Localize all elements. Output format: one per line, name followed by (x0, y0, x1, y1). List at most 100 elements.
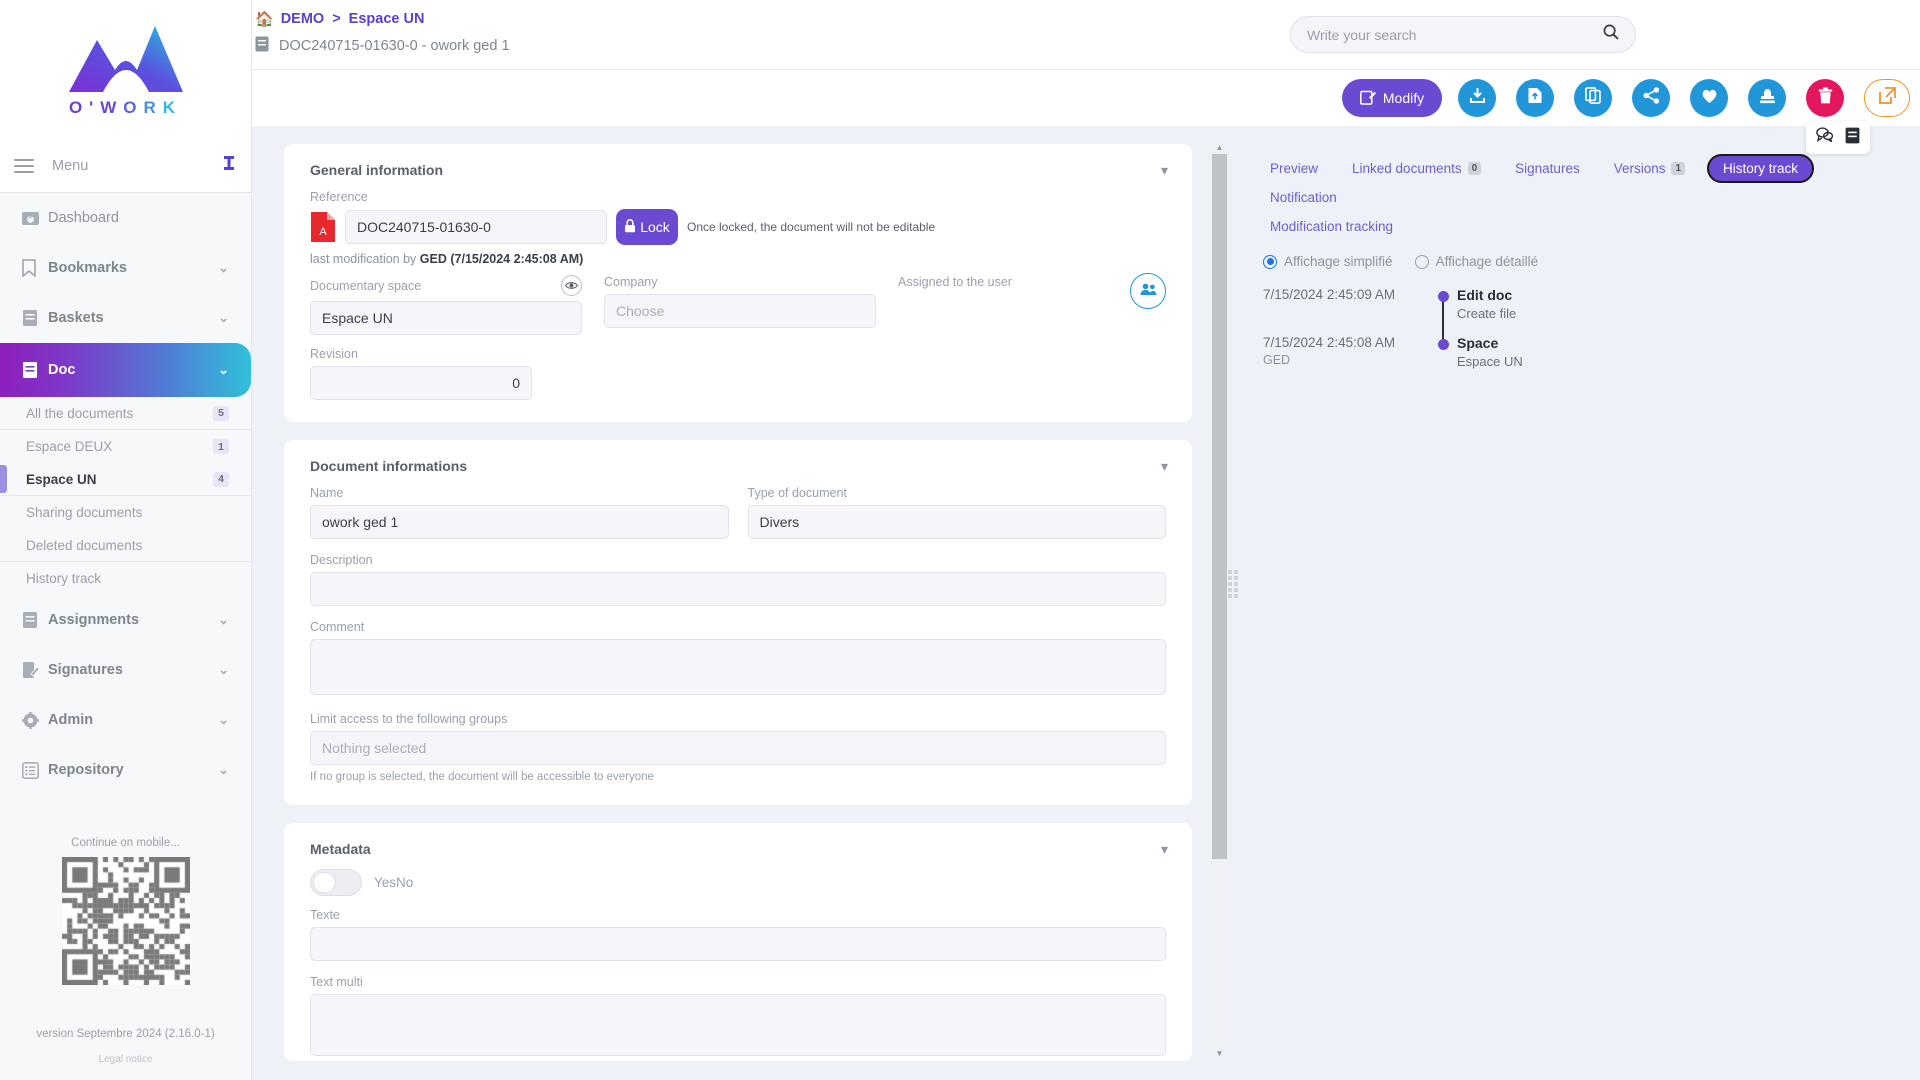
sidebar-item-admin[interactable]: Admin ⌄ (0, 695, 251, 745)
sidebar-item-baskets[interactable]: Baskets ⌄ (0, 293, 251, 343)
scrollbar-track[interactable] (1212, 154, 1227, 1046)
timeline-marker (1429, 335, 1457, 383)
revision-input[interactable] (310, 366, 532, 400)
sidebar-item-assignments[interactable]: Assignments ⌄ (0, 595, 251, 645)
sidebar-item-sharing-documents[interactable]: Sharing documents (0, 496, 251, 529)
chevron-down-icon[interactable]: ⌄ (218, 310, 229, 325)
chevron-down-icon[interactable]: ⌄ (218, 662, 229, 677)
legal-notice-link[interactable]: Legal notice (98, 1054, 153, 1065)
breadcrumb-home[interactable]: DEMO (280, 11, 325, 27)
description-input[interactable] (310, 572, 1166, 606)
name-input[interactable] (310, 505, 729, 539)
basket-icon (22, 309, 48, 327)
sidebar-label: Dashboard (48, 210, 119, 226)
collapse-document-informations-icon[interactable]: ▾ (1160, 458, 1168, 474)
sidebar-item-espace-deux[interactable]: Espace DEUX 1 (0, 430, 251, 463)
radio-affichage-detaille[interactable]: Affichage détaillé (1414, 254, 1538, 269)
home-icon[interactable]: 🏠 (255, 11, 274, 28)
type-of-document-input[interactable] (747, 505, 1166, 539)
sidebar-item-signatures[interactable]: Signatures ⌄ (0, 645, 251, 695)
scrollbar-thumb[interactable] (1212, 154, 1227, 859)
tab-modification-tracking[interactable]: Modification tracking (1258, 212, 1902, 241)
general-information-card: General information ▾ Reference A Lock O… (284, 144, 1192, 422)
metadata-card: Metadata ▾ YesNo Texte Text multi (284, 823, 1192, 1061)
timeline-time-value: 2:45:08 AM (1326, 335, 1396, 350)
sidebar-item-repository[interactable]: Repository ⌄ (0, 745, 251, 795)
favorite-button[interactable] (1690, 79, 1728, 117)
tab-signatures[interactable]: Signatures (1503, 154, 1592, 183)
timeline-date-value: 7/15/2024 (1263, 287, 1324, 302)
sidebar-item-dashboard[interactable]: Dashboard (0, 193, 251, 243)
open-external-button[interactable] (1864, 79, 1910, 117)
radio-icon (1414, 254, 1429, 269)
app-version-label: version Septembre 2024 (2.16.0-1) (36, 1028, 215, 1040)
app-logo[interactable]: O'WORK (0, 0, 251, 140)
stamp-button[interactable] (1748, 79, 1786, 117)
search-input[interactable] (1307, 26, 1603, 43)
comments-icon[interactable] (1816, 127, 1834, 148)
sidebar-item-all-the-documents[interactable]: All the documents 5 (0, 397, 251, 430)
main-scrollbar[interactable]: ▲ ▼ (1212, 140, 1227, 1060)
sidebar-item-deleted-documents[interactable]: Deleted documents (0, 529, 251, 562)
count-badge: 4 (213, 471, 229, 487)
collapse-general-information-icon[interactable]: ▾ (1160, 162, 1168, 178)
comment-textarea[interactable] (310, 639, 1166, 695)
chevron-down-icon[interactable]: ⌄ (218, 260, 229, 275)
scroll-down-arrow[interactable]: ▼ (1215, 1048, 1224, 1058)
sidebar-item-bookmarks[interactable]: Bookmarks ⌄ (0, 243, 251, 293)
reference-input[interactable] (345, 210, 607, 244)
action-toolbar: Modify (252, 70, 1920, 126)
eye-icon[interactable] (561, 275, 582, 296)
yesno-toggle[interactable] (310, 869, 362, 896)
documentary-space-input[interactable] (310, 301, 582, 335)
radio-affichage-simplifie[interactable]: Affichage simplifié (1263, 254, 1393, 269)
tab-history-track[interactable]: History track (1707, 154, 1815, 183)
collapse-metadata-icon[interactable]: ▾ (1160, 841, 1168, 857)
modify-button[interactable]: Modify (1342, 79, 1442, 117)
tab-versions[interactable]: Versions 1 (1602, 154, 1697, 183)
delete-button[interactable] (1806, 79, 1844, 117)
timeline-dot (1437, 339, 1449, 350)
timeline-entry[interactable]: 7/15/2024 2:45:09 AM Edit doc Create fil… (1263, 287, 1902, 341)
sidebar-label: Admin (48, 712, 94, 728)
copy-button[interactable] (1574, 79, 1612, 117)
timeline-entry[interactable]: 7/15/2024 2:45:08 AM GED Space Espace UN (1263, 335, 1902, 383)
tab-notification[interactable]: Notification (1258, 183, 1349, 212)
text-multi-textarea[interactable] (310, 994, 1166, 1056)
sidebar-item-espace-un[interactable]: Espace UN 4 (0, 463, 251, 496)
timeline-timestamp: 7/15/2024 2:45:08 AM GED (1263, 335, 1429, 383)
chevron-down-icon[interactable]: ⌄ (218, 712, 229, 727)
scroll-up-arrow[interactable]: ▲ (1215, 142, 1224, 152)
lock-button[interactable]: Lock (616, 209, 678, 245)
share-button[interactable] (1632, 79, 1670, 117)
tab-linked-documents[interactable]: Linked documents 0 (1340, 154, 1493, 183)
timeline-dot (1437, 291, 1449, 302)
chevron-down-icon[interactable]: ⌄ (218, 612, 229, 627)
timeline-marker (1429, 287, 1457, 341)
company-input[interactable] (604, 294, 876, 328)
sidebar-item-doc[interactable]: Doc ⌄ (0, 343, 251, 397)
tab-preview[interactable]: Preview (1258, 154, 1330, 183)
limit-access-input[interactable] (310, 731, 1166, 765)
assign-users-button[interactable] (1130, 273, 1166, 309)
search-icon[interactable] (1603, 24, 1619, 45)
chevron-down-icon[interactable]: ⌄ (218, 362, 229, 377)
description-label: Description (310, 553, 373, 567)
panel-resize-handle[interactable] (1228, 570, 1240, 598)
sidebar-label: Bookmarks (48, 260, 127, 276)
tab-label: Linked documents (1352, 161, 1462, 176)
texte-input[interactable] (310, 927, 1166, 961)
hamburger-icon[interactable] (14, 155, 34, 177)
breadcrumb-current[interactable]: Espace UN (348, 11, 425, 27)
last-modification-prefix: last modification by (310, 252, 417, 266)
search-box[interactable] (1290, 16, 1636, 53)
sidebar-item-history-track[interactable]: History track (0, 562, 251, 595)
book-icon[interactable] (1845, 127, 1860, 148)
menu-toggle-row[interactable]: Menu (0, 140, 251, 193)
download-button[interactable] (1458, 79, 1496, 117)
texte-label: Texte (310, 908, 340, 922)
upload-file-button[interactable] (1516, 79, 1554, 117)
chevron-down-icon[interactable]: ⌄ (218, 762, 229, 777)
pin-icon[interactable] (221, 155, 237, 177)
logo-wordmark: O'WORK (68, 98, 183, 117)
